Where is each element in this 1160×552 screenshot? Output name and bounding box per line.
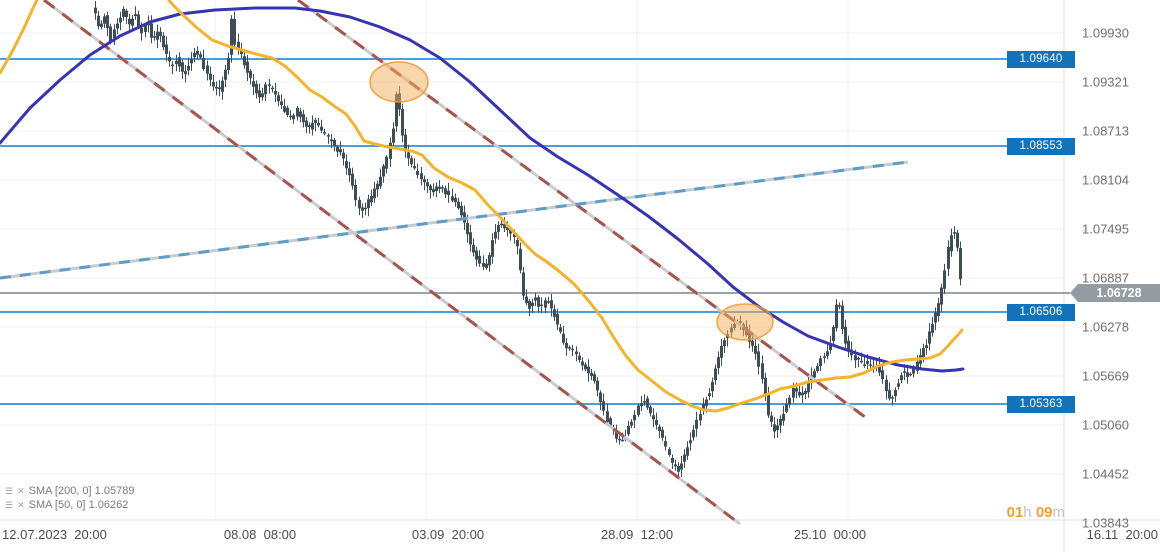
time-axis-label: 25.10 00:00 [793,527,867,542]
highlight-ellipse[interactable] [369,61,429,103]
countdown-minutes: 09 [1035,504,1053,521]
price-axis-label: 1.03843 [1082,515,1129,531]
current-price-label: 1.06728 [1070,284,1160,302]
price-axis-label: 1.08713 [1082,123,1129,139]
price-axis-label: 1.04452 [1082,466,1129,482]
price-axis-label: 1.09321 [1082,74,1129,90]
price-axis-label: 1.05669 [1082,368,1129,384]
price-axis-label: 1.06278 [1082,319,1129,335]
price-levels [0,58,1070,405]
price-axis-label: 1.09930 [1082,25,1129,41]
countdown-hours: 01 [1006,504,1024,521]
candle-bodies [94,7,962,472]
indicator-label: SMA [200, 0] 1.05789 [28,485,135,497]
price-level-label[interactable]: 1.08553 [1007,137,1075,155]
legend-row-sma200: ☰ ✕ SMA [200, 0] 1.05789 [5,484,134,498]
candlesticks [94,1,962,479]
price-axis-label: 1.07495 [1082,221,1129,237]
highlight-ellipse[interactable] [716,303,774,341]
ascending-trendline[interactable] [0,160,909,280]
sma-50-line[interactable] [164,0,964,413]
current-price-value: 1.06728 [1096,286,1142,300]
descending-channel-line-right[interactable] [297,0,866,419]
legend-row-sma50: ☰ ✕ SMA [50, 0] 1.06262 [5,498,134,512]
indicator-settings-icon[interactable]: ☰ [5,500,14,510]
indicator-label: SMA [50, 0] 1.06262 [28,499,129,511]
time-axis-label: 28.09 12:00 [600,527,674,542]
price-level-label[interactable]: 1.09640 [1007,50,1075,68]
trendlines [0,0,909,526]
descending-channel-line-left[interactable] [43,0,741,526]
price-level-label[interactable]: 1.05363 [1007,395,1075,413]
price-level-label[interactable]: 1.06506 [1007,303,1075,321]
time-axis-label: 03.09 20:00 [411,527,485,542]
price-axis-label: 1.05060 [1082,417,1129,433]
indicator-remove-icon[interactable]: ✕ [17,500,25,510]
time-axis-label: 12.07.2023 20:00 [2,527,107,542]
price-axis-label: 1.08104 [1082,172,1129,188]
indicator-settings-icon[interactable]: ☰ [5,486,14,496]
indicator-legend: ☰ ✕ SMA [200, 0] 1.05789 ☰ ✕ SMA [50, 0]… [5,484,134,512]
candle-countdown-timer: 01h 09m [1006,504,1065,521]
sma-200-line[interactable] [0,6,965,373]
price-axis-label: 1.06887 [1082,270,1129,286]
indicator-remove-icon[interactable]: ✕ [17,486,25,496]
sma-50-line[interactable] [0,0,40,75]
time-axis-label: 08.08 08:00 [223,527,297,542]
time-axis-label: 16.11 20:00 [1086,527,1158,542]
